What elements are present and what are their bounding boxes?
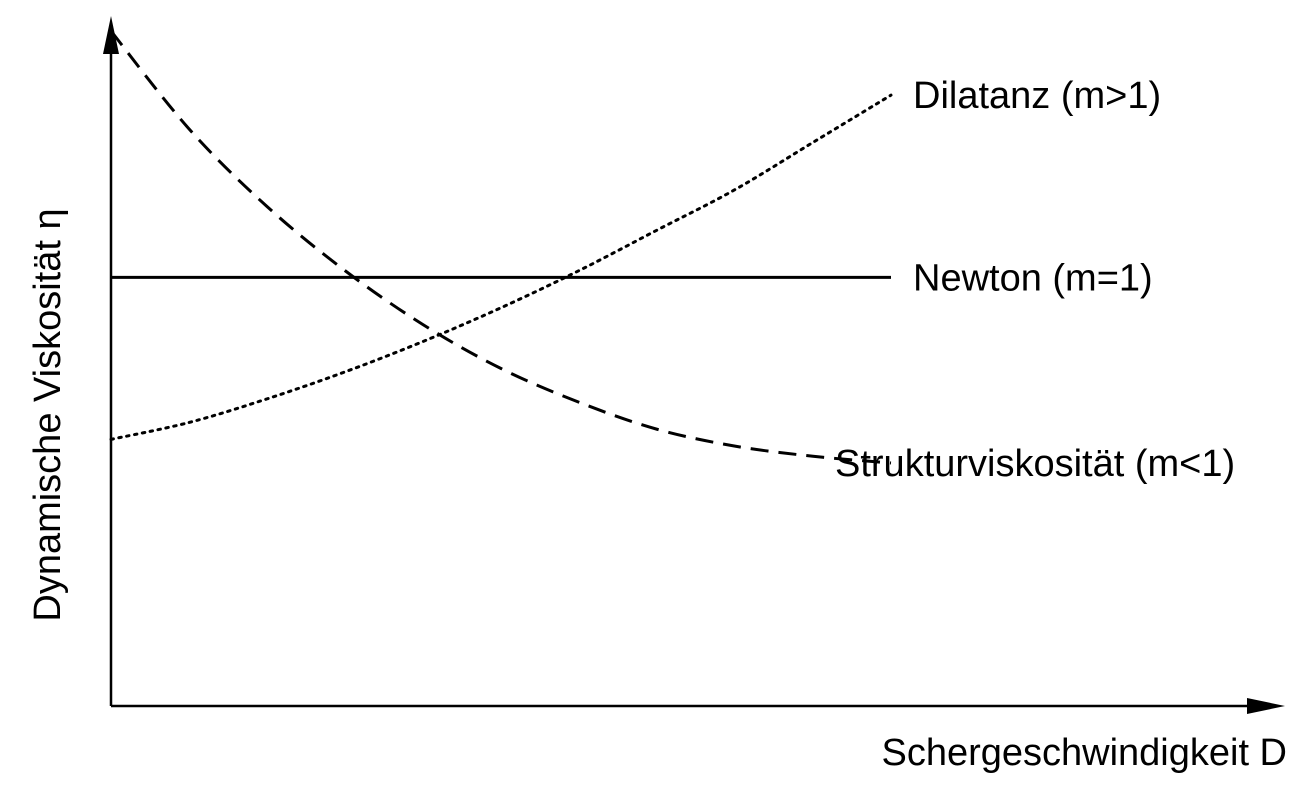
series-label-dilatanz-m-1: Dilatanz (m>1) (913, 75, 1161, 117)
series-line-dilatanz-m-1 (109, 93, 893, 441)
y-axis-arrow (103, 16, 119, 54)
x-axis-arrow (1247, 698, 1285, 714)
series-layer (109, 30, 893, 465)
y-axis-label: Dynamische Viskosität η (27, 208, 69, 621)
series-label-newton-m-1: Newton (m=1) (913, 257, 1153, 299)
axes (103, 16, 1285, 714)
series-label-strukturviskosit-t-m-1: Strukturviskosität (m<1) (835, 443, 1235, 485)
series-line-strukturviskosit-t-m-1 (109, 30, 892, 465)
x-axis-label: Schergeschwindigkeit D (881, 732, 1287, 774)
series-labels: Dilatanz (m>1) Newton (m=1) Strukturviskos… (835, 75, 1235, 485)
